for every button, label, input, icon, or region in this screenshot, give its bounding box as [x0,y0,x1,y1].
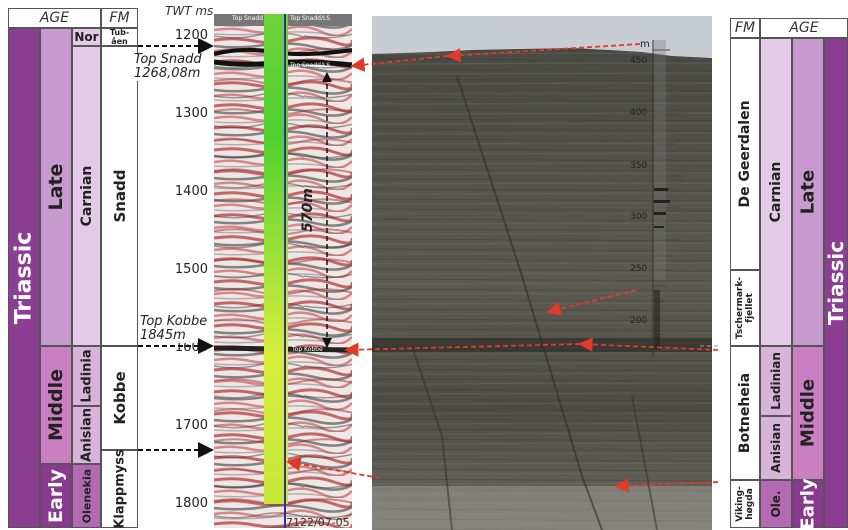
right-fm-degeerdalen: De Geerdalen [730,38,760,270]
right-fm-tschermak-label: Tschermark- fjellet [735,276,755,340]
log-column [652,40,682,356]
left-fm-snadd: Snadd [101,46,138,346]
red-arrow-tschermak [578,337,719,352]
log-tick-400: 400 [630,108,648,118]
inline-kobbe-label: Top Kobbe [292,346,323,353]
left-stage-ladinian: Ladinia [72,346,101,406]
top-kobbe-annotation: Top Kobbe 1845m [140,314,208,343]
right-period-label: Triassic [824,240,848,326]
top-snadd-depth: 1268,08m [134,66,201,81]
right-period-triassic: Triassic [824,38,848,528]
right-fm-vikinghogda-label: Viking- høgda [735,486,755,522]
right-fm-botneheia: Botneheia [730,346,760,480]
left-age-header: AGE [8,8,101,28]
red-arrow-klappmyss-seismic [286,457,381,479]
right-stage-anisian: Anisian [760,416,792,480]
right-stage-olenekian-label: Ole. [769,490,783,518]
left-epoch-middle: Middle [40,346,72,464]
twt-tick-1800: 1800 [174,496,208,511]
red-arrow-kobbe-seismic [344,342,581,357]
left-epoch-late: Late [40,28,72,346]
log-tick-450: 450 [630,56,648,66]
seismic-image [214,14,352,528]
left-fm-tubaen: Tub- åen [101,28,138,46]
right-epoch-middle-label: Middle [797,378,819,448]
twt-tick-1300: 1300 [174,106,208,121]
left-fm-tubaen-label: Tub- åen [109,28,130,46]
inline-snadd-label: Top Snadd/LS [290,62,331,69]
inline-top-right-label: Top Snadd/LS [290,15,331,22]
well-name-label: 7122/07-05 [286,516,350,529]
left-stage-carnian: Carnian [72,46,101,346]
left-fm-header: FM [101,8,138,28]
left-stage-nor: Nor [72,28,101,46]
red-arrow-vikinghogda [614,478,719,493]
twt-tick-1500: 1500 [174,262,208,277]
top-snadd-annotation: Top Snadd 1268,08m [134,53,202,81]
right-epoch-late: Late [792,38,824,346]
log-tick-350: 350 [630,161,648,171]
right-epoch-early: Early [792,478,824,530]
right-stage-olenekian: Ole. [760,480,792,528]
right-fm-degeerdalen-label: De Geerdalen [737,100,753,208]
right-stage-carnian: Carnian [760,38,792,346]
left-period-triassic: Triassic [8,28,40,528]
left-fm-kobbe: Kobbe [101,346,138,450]
twt-axis-label: TWT ms [165,4,214,18]
log-tick-300: 300 [630,212,648,222]
inline-top-label: Top Snadd [232,15,263,22]
left-stage-nor-label: Nor [74,30,99,44]
red-arrow-mid-photo [546,289,637,316]
twt-tick-1700: 1700 [174,418,208,433]
twt-tick-1400: 1400 [174,184,208,199]
red-arrow-top-seismic [350,55,449,72]
top-kobbe-depth: 1845m [140,328,186,343]
right-epoch-early-label: Early [797,478,819,530]
right-fm-botneheia-label: Botneheia [737,372,753,454]
left-fm-klappmyss: Klappmyss [101,449,138,529]
right-stage-ladinian-label: Ladinian [769,352,783,410]
right-epoch-late-label: Late [797,169,819,215]
right-epoch-middle: Middle [792,346,824,480]
right-stage-carnian-label: Carnian [768,161,784,223]
right-fm-tschermak: Tschermark- fjellet [730,270,760,346]
right-stage-ladinian: Ladinian [760,346,792,416]
log-tick-200: 200 [630,316,648,326]
right-age-header: AGE [760,18,848,38]
outcrop-photo [372,16,712,530]
right-fm-vikinghogda: Viking- høgda [730,480,760,528]
left-stage-anisian: Anisian [72,406,101,464]
left-epoch-early: Early [40,464,72,528]
log-tick-250: 250 [630,264,648,274]
top-kobbe-label: Top Kobbe [140,314,208,329]
log-unit-label: m [640,39,650,50]
right-fm-header: FM [730,18,760,38]
red-arrow-top-photo [446,43,641,63]
top-snadd-label: Top Snadd [134,52,202,67]
left-stage-olenekian: Olenekia [72,464,101,528]
right-stage-anisian-label: Anisian [769,423,783,473]
